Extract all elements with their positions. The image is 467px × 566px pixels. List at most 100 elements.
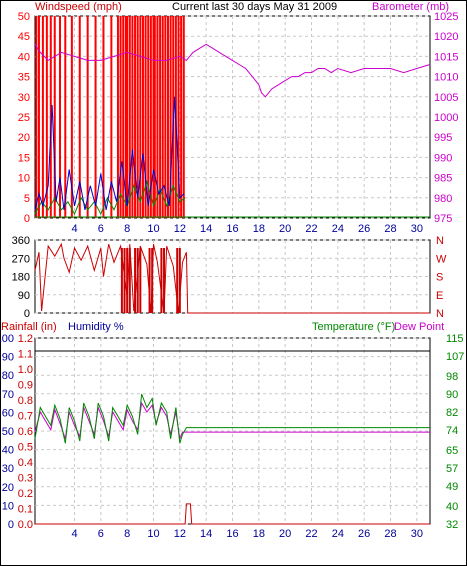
temperature-tick-label: 98 bbox=[446, 371, 458, 383]
rainfall-tick-label: 0.2 bbox=[18, 488, 33, 500]
humidity-tick-label: 70 bbox=[2, 389, 14, 401]
x-tick-label: 26 bbox=[358, 223, 370, 235]
x-tick-label: 24 bbox=[332, 223, 344, 235]
barometer-tick-label: 1025 bbox=[434, 11, 458, 23]
rainfall-tick-label: 0.7 bbox=[18, 411, 33, 423]
humidity-tick-label: 20 bbox=[2, 482, 14, 494]
windspeed-tick-label: 15 bbox=[18, 152, 30, 164]
rainfall-tick-label: 1.2 bbox=[18, 333, 33, 345]
x-tick-label: 16 bbox=[226, 223, 238, 235]
temperature-tick-label: 74 bbox=[446, 425, 458, 437]
rainfall-axis-label: Rainfall (in) bbox=[1, 321, 57, 333]
compass-label: N bbox=[436, 308, 444, 320]
rainfall-tick-label: 0.1 bbox=[18, 504, 33, 516]
windspeed-tick-label: 0 bbox=[24, 213, 30, 225]
temperature-tick-label: 107 bbox=[446, 351, 464, 363]
temperature-tick-label: 82 bbox=[446, 407, 458, 419]
humidity-axis-label: Humidity % bbox=[68, 321, 124, 333]
humidity-tick-label: 90 bbox=[2, 352, 14, 364]
humidity-tick-label: 10 bbox=[2, 500, 14, 512]
rainfall-tick-label: 0.8 bbox=[18, 395, 33, 407]
x-tick-label: 30 bbox=[411, 528, 423, 540]
barometer-tick-label: 975 bbox=[434, 213, 452, 225]
x-tick-label: 30 bbox=[411, 223, 423, 235]
wind-average-line bbox=[34, 179, 186, 216]
wind-direction-line bbox=[34, 242, 430, 314]
windspeed-tick-label: 30 bbox=[18, 92, 30, 104]
windspeed-tick-label: 50 bbox=[18, 11, 30, 23]
chart-title: Current last 30 days May 31 2009 bbox=[172, 1, 337, 13]
x-tick-label: 20 bbox=[279, 223, 291, 235]
barometer-line bbox=[34, 43, 431, 98]
x-tick-label: 22 bbox=[305, 223, 317, 235]
rainfall-tick-label: 0.4 bbox=[18, 457, 33, 469]
x-tick-label: 22 bbox=[305, 528, 317, 540]
direction-tick-label: 180 bbox=[12, 272, 30, 284]
rainfall-tick-label: 0.9 bbox=[18, 380, 33, 392]
rainfall-line bbox=[35, 503, 430, 525]
windspeed-axis-label: Windspeed (mph) bbox=[35, 1, 122, 13]
temperature-tick-label: 90 bbox=[446, 389, 458, 401]
humidity-tick-label: 30 bbox=[2, 463, 14, 475]
tick-labels: 0510152025303540455097598098599099510001… bbox=[0, 11, 464, 540]
barometer-tick-label: 1010 bbox=[434, 72, 458, 84]
x-tick-label: 8 bbox=[124, 223, 130, 235]
barometer-tick-label: 1015 bbox=[434, 51, 458, 63]
barometer-tick-label: 990 bbox=[434, 152, 452, 164]
x-tick-label: 10 bbox=[147, 528, 159, 540]
wind-speed-line bbox=[34, 96, 185, 211]
x-tick-label: 6 bbox=[98, 223, 104, 235]
x-tick-label: 8 bbox=[124, 528, 130, 540]
x-tick-label: 4 bbox=[71, 223, 77, 235]
temperature-tick-label: 40 bbox=[446, 501, 458, 513]
windspeed-tick-label: 40 bbox=[18, 51, 30, 63]
windspeed-tick-label: 45 bbox=[18, 31, 30, 43]
x-tick-label: 12 bbox=[174, 528, 186, 540]
compass-label: E bbox=[436, 290, 443, 302]
barometer-tick-label: 980 bbox=[434, 193, 452, 205]
data-series bbox=[34, 16, 431, 525]
dewpoint-axis-label: Dew Point bbox=[394, 321, 444, 333]
windspeed-tick-label: 25 bbox=[18, 112, 30, 124]
x-tick-label: 12 bbox=[174, 223, 186, 235]
barometer-tick-label: 1000 bbox=[434, 112, 458, 124]
windspeed-tick-label: 10 bbox=[18, 173, 30, 185]
temperature-tick-label: 49 bbox=[446, 481, 458, 493]
temperature-tick-label: 65 bbox=[446, 445, 458, 457]
windspeed-tick-label: 5 bbox=[24, 193, 30, 205]
rainfall-tick-label: 0.3 bbox=[18, 473, 33, 485]
humidity-tick-label: 0 bbox=[8, 519, 14, 531]
compass-label: N bbox=[436, 235, 444, 247]
x-tick-label: 26 bbox=[358, 528, 370, 540]
direction-tick-label: 90 bbox=[18, 290, 30, 302]
barometer-tick-label: 1020 bbox=[434, 31, 458, 43]
humidity-tick-label: 40 bbox=[2, 445, 14, 457]
barometer-tick-label: 995 bbox=[434, 132, 452, 144]
rainfall-tick-label: 0.6 bbox=[18, 426, 33, 438]
barometer-axis-label: Barometer (mb) bbox=[372, 1, 449, 13]
x-tick-label: 16 bbox=[226, 528, 238, 540]
windspeed-tick-label: 20 bbox=[18, 132, 30, 144]
temperature-tick-label: 115 bbox=[446, 333, 464, 345]
rainfall-tick-label: 0.5 bbox=[18, 442, 33, 454]
x-tick-label: 18 bbox=[253, 528, 265, 540]
x-tick-label: 28 bbox=[384, 223, 396, 235]
temperature-tick-label: 57 bbox=[446, 463, 458, 475]
temperature-line bbox=[34, 393, 430, 444]
x-tick-label: 6 bbox=[98, 528, 104, 540]
barometer-tick-label: 1005 bbox=[434, 92, 458, 104]
windspeed-tick-label: 35 bbox=[18, 72, 30, 84]
x-tick-label: 18 bbox=[253, 223, 265, 235]
rainfall-tick-label: 1.0 bbox=[18, 364, 33, 376]
direction-tick-label: 270 bbox=[12, 253, 30, 265]
x-tick-label: 24 bbox=[332, 528, 344, 540]
humidity-tick-label: 50 bbox=[2, 426, 14, 438]
rainfall-tick-label: 1.1 bbox=[18, 349, 33, 361]
direction-tick-label: 0 bbox=[24, 308, 30, 320]
humidity-tick-label: 100 bbox=[0, 333, 14, 345]
humidity-tick-label: 60 bbox=[2, 407, 14, 419]
x-tick-label: 14 bbox=[200, 528, 212, 540]
x-tick-label: 10 bbox=[147, 223, 159, 235]
direction-tick-label: 360 bbox=[12, 235, 30, 247]
